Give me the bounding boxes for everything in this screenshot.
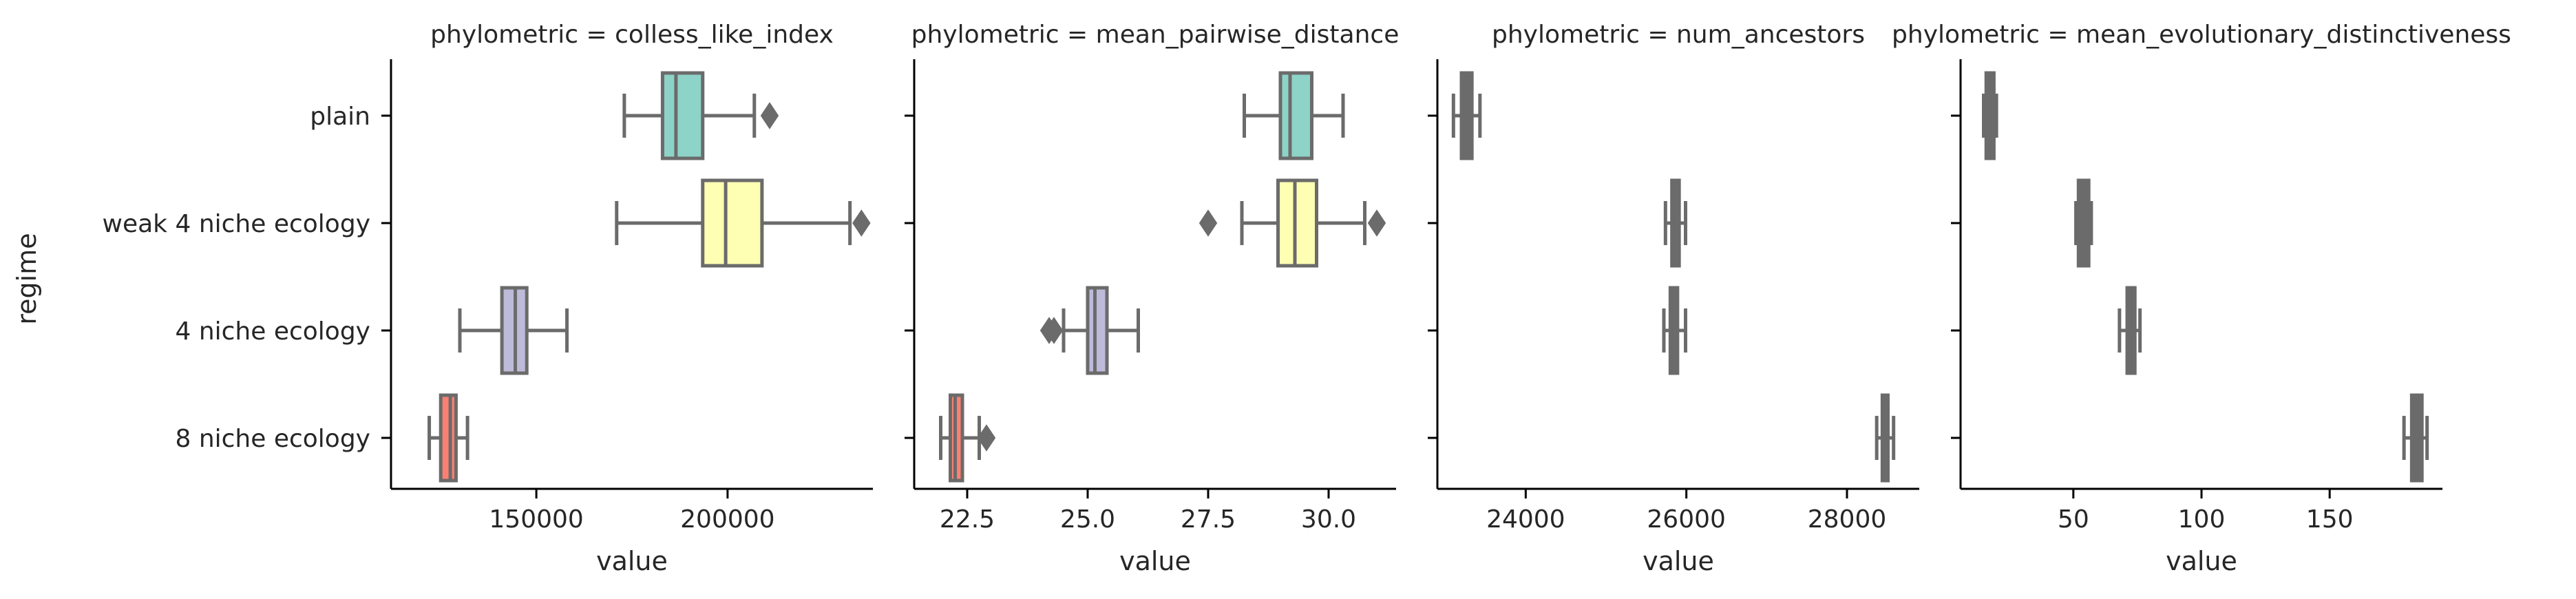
box-iqr	[1278, 71, 1313, 160]
box-4	[1875, 393, 1896, 483]
x-axis-title: value	[2166, 546, 2237, 576]
x-tick-label: 24000	[1486, 505, 1565, 534]
outlier-point	[760, 102, 779, 129]
box-iqr	[1276, 178, 1318, 268]
box-1	[1982, 71, 1998, 160]
y-axis-title: regime	[12, 233, 42, 324]
x-tick-label: 200000	[680, 505, 774, 534]
x-tick-label: 50	[2058, 505, 2089, 534]
x-tick-label: 30.0	[1301, 505, 1356, 534]
box-2	[615, 178, 871, 268]
x-tick-label: 100	[2178, 505, 2226, 534]
x-tick-label: 27.5	[1181, 505, 1236, 534]
box-iqr	[439, 393, 458, 483]
box-1	[1451, 71, 1482, 160]
outlier-point	[1044, 317, 1064, 344]
panel-title: phylometric = mean_evolutionary_distinct…	[1892, 21, 2511, 49]
outlier-point	[1199, 209, 1218, 237]
y-tick-label: plain	[310, 103, 370, 131]
x-tick-label: 26000	[1647, 505, 1726, 534]
outlier-point	[977, 424, 996, 452]
panel-4: phylometric = mean_evolutionary_distinct…	[1892, 21, 2511, 576]
box-4	[427, 393, 469, 483]
y-tick-label: 4 niche ecology	[175, 317, 370, 346]
x-axis-title: value	[596, 546, 668, 576]
x-tick-label: 28000	[1808, 505, 1887, 534]
panel-3: phylometric = num_ancestors 24000 26000 280…	[1428, 21, 1919, 576]
box-4	[939, 393, 996, 483]
box-3	[2118, 286, 2142, 375]
y-tick-label: 8 niche ecology	[175, 425, 370, 453]
box-iqr	[660, 71, 705, 160]
box-1	[622, 71, 779, 160]
x-tick-label: 150000	[489, 505, 583, 534]
panel-2: phylometric = mean_pairwise_distance 22.5…	[905, 21, 1399, 576]
box-1	[1243, 71, 1345, 160]
box-iqr	[701, 178, 764, 268]
box-2	[2074, 178, 2093, 268]
box-4	[2402, 393, 2429, 483]
y-tick-label: weak 4 niche ecology	[103, 210, 370, 238]
box-3	[1039, 286, 1140, 375]
outlier-point	[1367, 209, 1386, 237]
x-tick-label: 22.5	[940, 505, 995, 534]
x-tick-label: 25.0	[1060, 505, 1115, 534]
outlier-point	[852, 209, 871, 237]
x-tick-label: 150	[2306, 505, 2354, 534]
box-3	[458, 286, 569, 375]
panel-title: phylometric = colless_like_index	[430, 21, 834, 49]
panel-title: phylometric = mean_pairwise_distance	[911, 21, 1400, 49]
panel-title: phylometric = num_ancestors	[1492, 21, 1865, 49]
box-2	[1663, 178, 1687, 268]
x-axis-title: value	[1119, 546, 1191, 576]
box-3	[1662, 286, 1687, 375]
box-2	[1199, 178, 1386, 268]
x-axis-title: value	[1643, 546, 1714, 576]
box-iqr	[1086, 286, 1109, 375]
